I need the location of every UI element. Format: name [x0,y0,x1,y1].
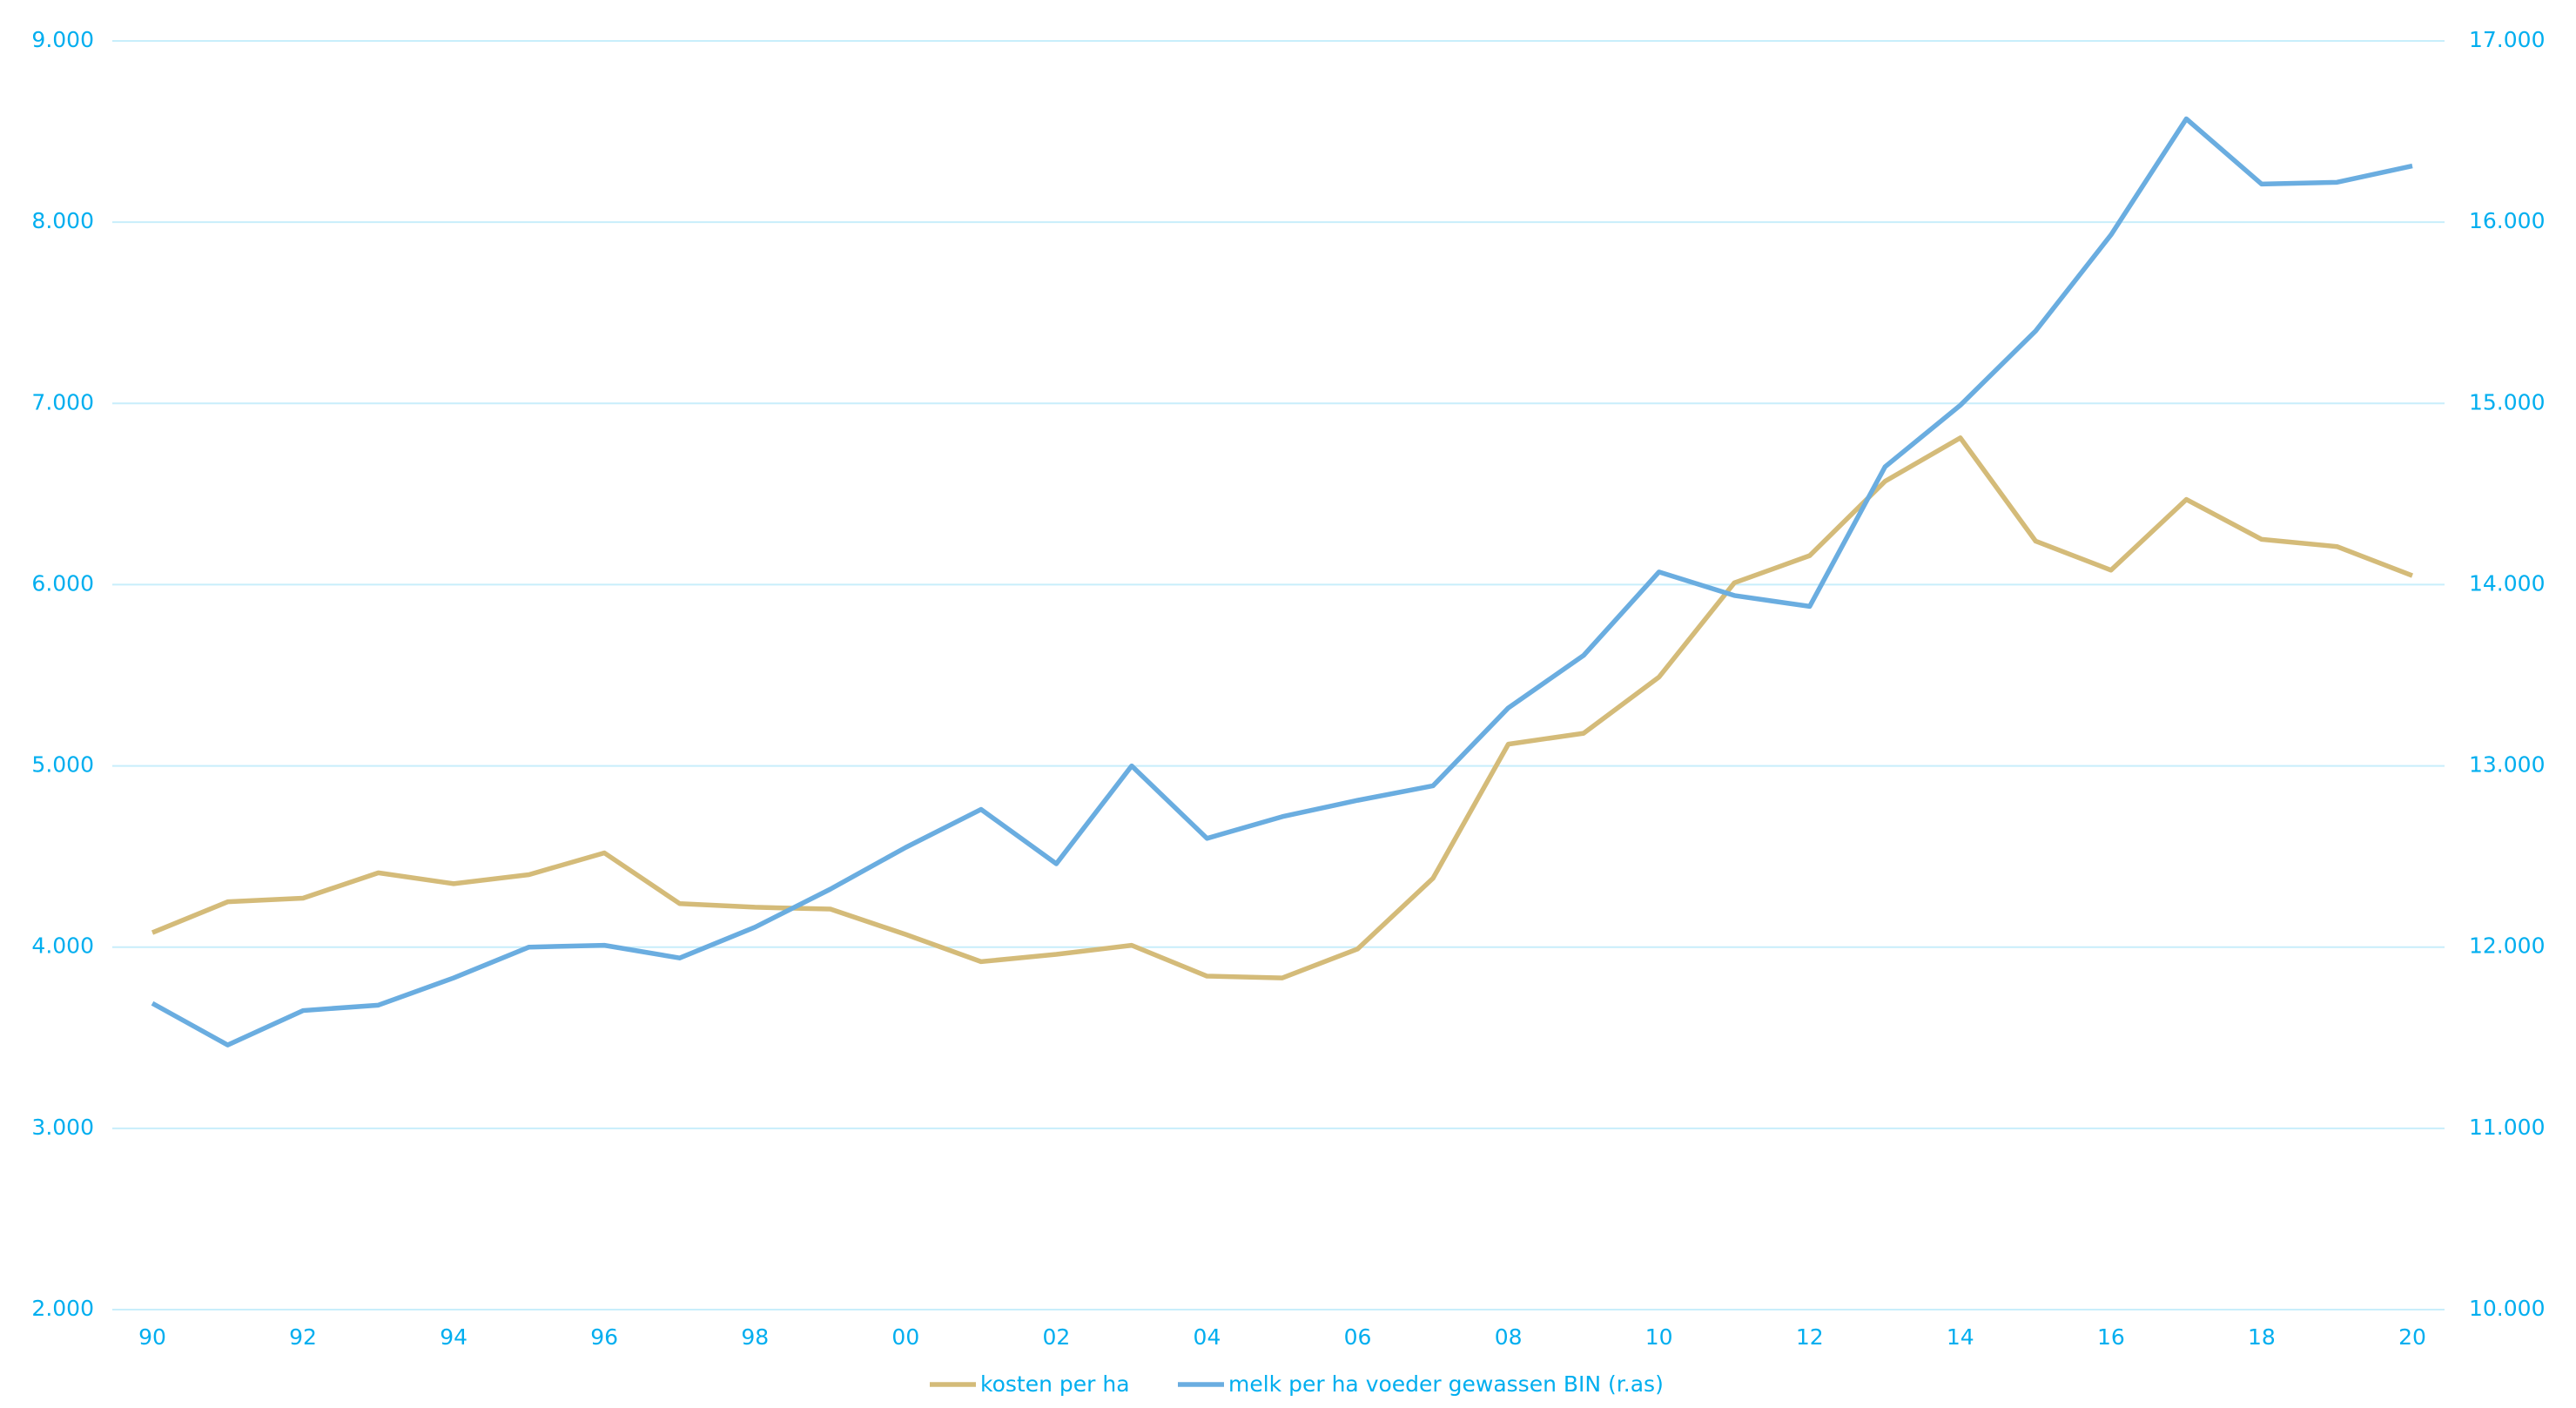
x-tick-label: 08 [1495,1324,1523,1350]
x-tick-label: 94 [440,1324,467,1350]
x-tick-label: 00 [891,1324,919,1350]
legend-label: melk per ha voeder gewassen BIN (r.as) [1228,1371,1664,1397]
x-tick-label: 18 [2248,1324,2276,1350]
y-tick-label: 8.000 [31,208,94,233]
legend-label: kosten per ha [980,1371,1130,1397]
x-tick-label: 90 [138,1324,166,1350]
y-tick-label: 4.000 [31,933,94,959]
data-line [151,116,2413,1048]
y-tick-label: 3.000 [31,1115,94,1140]
x-tick-label: 10 [1645,1324,1673,1350]
x-tick-label: 20 [2398,1324,2426,1350]
y2-tick-label: 16.000 [2469,208,2545,233]
x-tick-label: 98 [741,1324,769,1350]
x-tick-label: 02 [1042,1324,1070,1350]
y2-tick-label: 13.000 [2469,752,2545,778]
x-tick-label: 92 [289,1324,317,1350]
y-tick-label: 7.000 [31,389,94,414]
x-tick-label: 96 [590,1324,618,1350]
y2-tick-label: 15.000 [2469,389,2545,414]
x-tick-label: 06 [1344,1324,1372,1350]
y2-tick-label: 12.000 [2469,933,2545,959]
y-tick-label: 6.000 [31,570,94,596]
y2-tick-label: 17.000 [2469,27,2545,52]
y-tick-label: 9.000 [31,27,94,52]
x-tick-label: 12 [1796,1324,1824,1350]
x-tick-label: 16 [2097,1324,2125,1350]
x-tick-label: 04 [1194,1324,1221,1350]
y2-tick-label: 10.000 [2469,1296,2545,1321]
y2-tick-label: 11.000 [2469,1115,2545,1140]
y2-tick-label: 14.000 [2469,570,2545,596]
x-tick-label: 14 [1947,1324,1974,1350]
data-line [151,435,2413,980]
y-tick-label: 5.000 [31,752,94,778]
y-tick-label: 2.000 [31,1296,94,1321]
